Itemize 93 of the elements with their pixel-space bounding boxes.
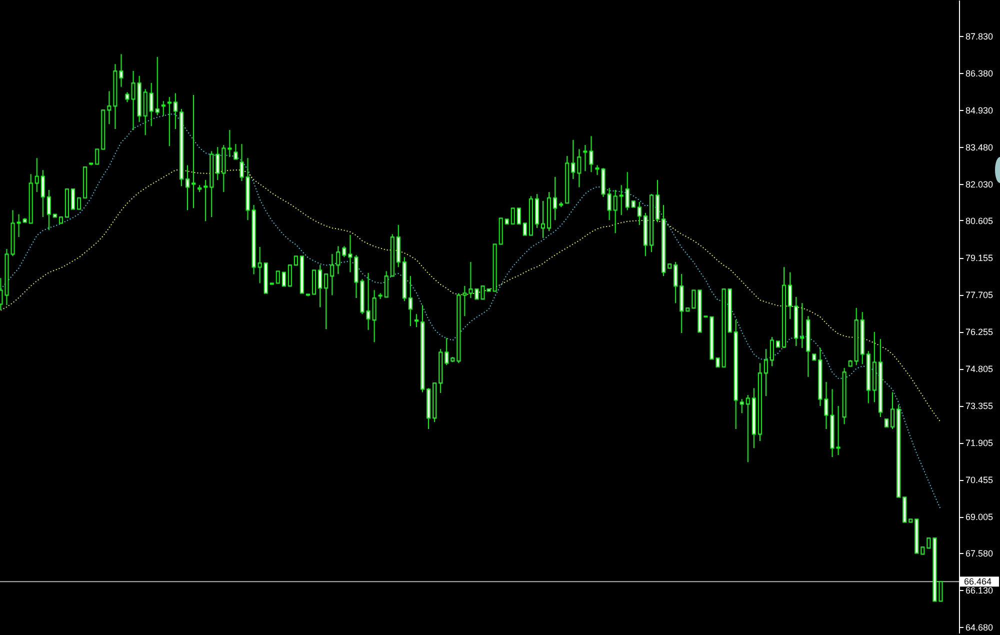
candlestick bbox=[282, 272, 286, 286]
candlestick bbox=[372, 290, 376, 343]
candlestick bbox=[408, 276, 412, 327]
ref-line-label: 66.464 bbox=[964, 576, 992, 587]
candlestick bbox=[468, 261, 473, 298]
y-tick-label: 64.680 bbox=[966, 622, 994, 633]
y-tick-label: 69.005 bbox=[966, 512, 994, 522]
candlestick bbox=[131, 70, 136, 130]
candlestick bbox=[800, 302, 804, 349]
candlestick bbox=[71, 188, 76, 210]
candlestick bbox=[655, 180, 660, 223]
candlestick bbox=[161, 100, 166, 116]
candlestick bbox=[258, 246, 262, 284]
candlestick bbox=[366, 272, 370, 330]
candlestick bbox=[740, 398, 744, 414]
y-tick-label: 80.605 bbox=[966, 216, 994, 226]
candlestick bbox=[185, 164, 190, 211]
candlestick bbox=[510, 208, 515, 224]
candlestick bbox=[577, 148, 582, 188]
y-tick-label: 73.355 bbox=[966, 401, 994, 412]
candlestick bbox=[192, 94, 196, 209]
candlestick bbox=[119, 54, 124, 88]
candlestick bbox=[95, 148, 100, 165]
y-tick-label: 77.705 bbox=[966, 290, 994, 300]
candlestick bbox=[770, 336, 774, 367]
candlestick bbox=[46, 189, 51, 231]
candlestick bbox=[890, 392, 894, 430]
y-tick-label: 86.380 bbox=[966, 68, 994, 79]
candlestick bbox=[276, 270, 280, 284]
candlestick bbox=[516, 208, 521, 224]
candlestick bbox=[324, 273, 328, 330]
candlestick bbox=[240, 144, 244, 182]
candlestick bbox=[318, 264, 322, 308]
y-tick-label: 70.455 bbox=[966, 475, 994, 486]
candlestick bbox=[149, 82, 154, 127]
candlestick bbox=[414, 314, 418, 328]
candlestick bbox=[522, 222, 527, 236]
candlestick bbox=[40, 170, 45, 218]
candlestick bbox=[553, 176, 558, 221]
candlestick bbox=[836, 406, 840, 456]
candlestick bbox=[216, 146, 220, 181]
candlestick bbox=[480, 285, 485, 300]
candlestick bbox=[125, 92, 130, 103]
y-tick-label: 67.580 bbox=[966, 548, 994, 559]
candlestick bbox=[288, 264, 292, 286]
y-tick-label: 66.130 bbox=[966, 586, 994, 596]
candlestick bbox=[824, 381, 828, 430]
candlestick bbox=[77, 197, 82, 210]
candlestick bbox=[674, 261, 678, 304]
candlestick bbox=[34, 158, 39, 193]
candlestick bbox=[173, 92, 178, 130]
candlestick bbox=[143, 88, 148, 136]
y-tick-label: 87.830 bbox=[966, 32, 994, 42]
candlestick bbox=[746, 394, 750, 463]
candlestick bbox=[444, 338, 449, 366]
y-tick-label: 82.030 bbox=[966, 180, 994, 190]
y-tick-label: 76.255 bbox=[966, 327, 994, 338]
candlestick bbox=[541, 200, 546, 238]
line-series bbox=[0, 114, 942, 510]
candlestick bbox=[330, 254, 334, 296]
y-tick-label: 74.805 bbox=[966, 364, 994, 374]
candlestick bbox=[16, 214, 21, 238]
candlestick bbox=[107, 90, 112, 125]
candlestick bbox=[613, 189, 618, 234]
candlestick bbox=[348, 234, 352, 273]
candlestick bbox=[788, 272, 792, 320]
candlestick bbox=[926, 538, 931, 548]
candlestick bbox=[228, 129, 232, 158]
y-tick-label: 79.155 bbox=[966, 253, 994, 264]
candlestick bbox=[607, 187, 612, 221]
candlestick bbox=[474, 288, 479, 300]
candlestick bbox=[589, 136, 594, 173]
candlestick bbox=[234, 144, 238, 160]
candlestick bbox=[167, 96, 172, 147]
candlestick bbox=[571, 139, 576, 180]
y-tick-label: 83.480 bbox=[966, 142, 994, 153]
y-tick-label: 84.930 bbox=[966, 106, 994, 116]
candlestick bbox=[342, 246, 346, 258]
candlestick bbox=[583, 144, 588, 172]
candlestick bbox=[692, 290, 696, 308]
candlestick bbox=[764, 348, 768, 397]
candlestick bbox=[462, 285, 467, 317]
candlestick bbox=[155, 56, 160, 116]
candlestick bbox=[625, 172, 630, 211]
y-tick-label: 71.905 bbox=[966, 438, 994, 448]
candlestick bbox=[938, 581, 943, 602]
candlestick bbox=[336, 246, 340, 274]
candlestick bbox=[312, 270, 316, 295]
candlestick bbox=[619, 184, 624, 216]
candlestick bbox=[637, 201, 642, 226]
candlestick bbox=[595, 164, 600, 176]
candlestick bbox=[384, 270, 388, 298]
candlestick bbox=[204, 180, 208, 222]
